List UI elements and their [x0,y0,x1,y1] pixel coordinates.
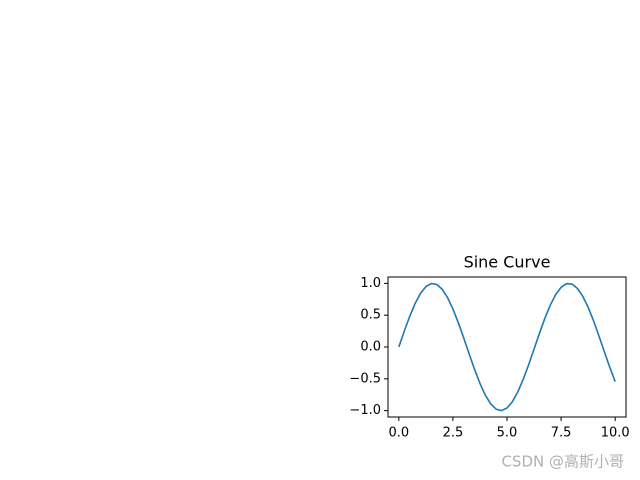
y-tick-label: 0.0 [360,340,381,355]
axes-frame [387,276,627,418]
x-tick-label: 10.0 [601,426,630,441]
y-tick-label: −1.0 [349,403,381,418]
x-tick-label: 7.5 [551,426,572,441]
x-tick-label: 0.0 [388,426,409,441]
y-tick-label: −0.5 [349,371,381,386]
line [398,282,616,412]
x-tick-label: 5.0 [497,426,518,441]
x-tick-label: 2.5 [443,426,464,441]
y-tick-label: 0.5 [360,308,381,323]
y-tick-label: 1.0 [360,276,381,291]
chart-title: Sine Curve [464,253,551,272]
watermark: CSDN @高斯小哥 [501,453,624,471]
